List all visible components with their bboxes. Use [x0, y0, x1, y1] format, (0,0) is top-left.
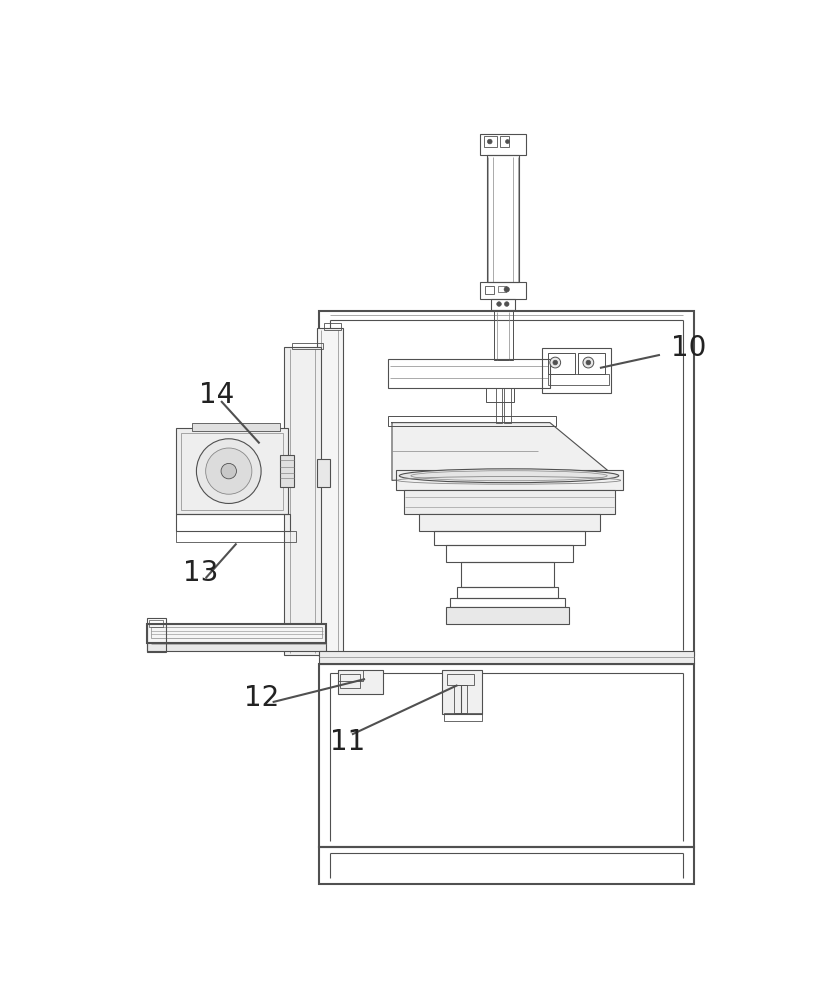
Bar: [448, 674, 475, 685]
Text: 10: 10: [671, 334, 706, 362]
Circle shape: [496, 302, 501, 306]
Bar: [284, 347, 321, 655]
Bar: [504, 388, 511, 423]
Bar: [458, 587, 558, 598]
Circle shape: [487, 139, 492, 144]
Bar: [498, 286, 506, 292]
Bar: [548, 353, 575, 374]
Bar: [454, 685, 468, 713]
Bar: [403, 490, 615, 514]
Bar: [548, 374, 609, 385]
Circle shape: [553, 360, 558, 365]
Bar: [176, 428, 288, 514]
Bar: [578, 353, 606, 374]
Bar: [319, 847, 694, 884]
Circle shape: [206, 448, 252, 494]
Text: 11: 11: [330, 728, 365, 756]
Bar: [147, 643, 326, 651]
Circle shape: [550, 357, 560, 368]
Bar: [317, 459, 330, 487]
Bar: [446, 545, 573, 562]
Bar: [480, 134, 526, 155]
Circle shape: [506, 140, 509, 143]
Bar: [292, 343, 323, 349]
Bar: [192, 423, 281, 431]
Bar: [434, 531, 585, 545]
Bar: [419, 514, 600, 531]
Bar: [281, 455, 294, 487]
Bar: [496, 388, 502, 423]
Bar: [319, 311, 694, 655]
Text: 13: 13: [182, 559, 218, 587]
Polygon shape: [392, 423, 607, 480]
Bar: [317, 328, 344, 655]
Bar: [319, 664, 694, 847]
Bar: [461, 562, 554, 587]
Bar: [486, 155, 519, 282]
Bar: [176, 514, 291, 531]
Circle shape: [197, 439, 261, 503]
Bar: [396, 470, 623, 490]
Bar: [449, 598, 565, 607]
Bar: [339, 670, 363, 681]
Text: 14: 14: [200, 381, 234, 409]
Bar: [149, 620, 163, 627]
Bar: [339, 670, 383, 694]
Bar: [181, 433, 283, 510]
Bar: [444, 713, 482, 721]
Bar: [486, 286, 495, 294]
Bar: [319, 651, 694, 664]
Bar: [485, 136, 496, 147]
Text: 12: 12: [244, 684, 280, 712]
Bar: [446, 607, 570, 624]
Bar: [388, 359, 550, 388]
Bar: [147, 618, 165, 652]
Bar: [147, 624, 326, 643]
Bar: [176, 531, 296, 542]
Bar: [486, 388, 514, 402]
Ellipse shape: [399, 469, 619, 483]
Bar: [480, 282, 526, 299]
Bar: [151, 627, 322, 638]
Bar: [442, 670, 482, 714]
Circle shape: [586, 360, 591, 365]
Bar: [500, 136, 509, 147]
Bar: [542, 348, 612, 393]
Circle shape: [504, 287, 509, 292]
Bar: [340, 674, 360, 688]
Circle shape: [221, 463, 237, 479]
Bar: [324, 323, 341, 330]
Bar: [491, 299, 515, 310]
Circle shape: [583, 357, 594, 368]
Circle shape: [504, 302, 509, 306]
Bar: [494, 310, 513, 360]
Bar: [388, 416, 556, 426]
